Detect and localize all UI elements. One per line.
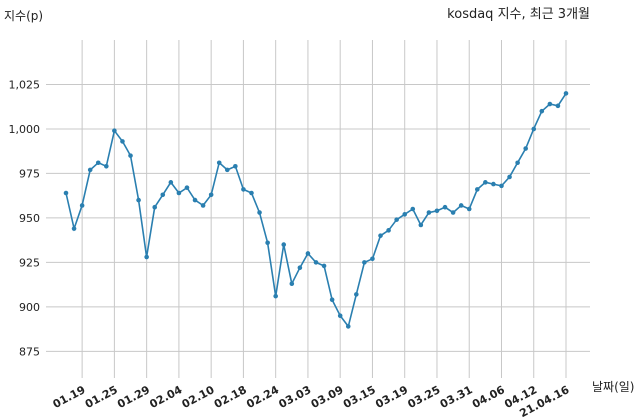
- x-tick-label: 02.04: [147, 383, 184, 411]
- data-point: [362, 260, 367, 265]
- data-point: [224, 167, 230, 173]
- data-point: [297, 265, 303, 271]
- data-point: [499, 183, 504, 189]
- data-point: [265, 240, 270, 246]
- data-point: [112, 128, 117, 134]
- data-point: [418, 222, 424, 228]
- x-axis-label: 날짜(일): [592, 380, 634, 394]
- data-point: [160, 192, 166, 198]
- data-point: [216, 160, 222, 166]
- x-tick-label: 03.19: [373, 383, 410, 411]
- data-point: [104, 164, 109, 169]
- data-point: [531, 126, 537, 132]
- x-tick-label: 03.09: [309, 383, 346, 411]
- data-point: [305, 251, 311, 256]
- data-point: [176, 190, 182, 196]
- data-point: [168, 180, 174, 185]
- data-point: [386, 228, 391, 233]
- chart-title: kosdaq 지수, 최근 3개월: [447, 7, 590, 22]
- data-point: [87, 167, 93, 173]
- data-point: [321, 263, 327, 269]
- data-point: [95, 160, 101, 166]
- data-point: [555, 103, 561, 109]
- data-point: [515, 160, 520, 166]
- data-point: [71, 226, 77, 231]
- x-axis-ticks: 01.1901.2501.2902.0402.1002.1802.2403.03…: [51, 383, 572, 418]
- data-point: [539, 108, 545, 114]
- data-point: [523, 146, 528, 151]
- data-point: [450, 210, 456, 215]
- x-tick-label: 03.25: [406, 383, 443, 411]
- y-tick-label: 925: [19, 256, 40, 269]
- data-point: [563, 91, 569, 96]
- data-point: [233, 164, 238, 169]
- data-point: [458, 203, 464, 208]
- data-point: [192, 197, 198, 203]
- data-point: [402, 212, 408, 217]
- data-point: [354, 292, 359, 297]
- data-point: [474, 187, 480, 192]
- data-point: [289, 281, 295, 287]
- data-point: [547, 101, 553, 107]
- data-point: [337, 313, 343, 319]
- data-point: [208, 192, 214, 198]
- data-point: [370, 256, 375, 262]
- y-axis-ticks: 875 900 925 950 975 1,000 1,025: [9, 78, 41, 358]
- data-point: [79, 203, 85, 208]
- data-point: [491, 181, 496, 187]
- y-tick-label: 1,025: [9, 78, 41, 91]
- data-point: [442, 204, 448, 210]
- series-line: [65, 92, 567, 329]
- data-point: [394, 217, 399, 222]
- data-point: [466, 206, 472, 212]
- x-tick-label: 01.25: [83, 383, 120, 411]
- data-point: [144, 254, 149, 260]
- data-point: [249, 190, 254, 196]
- data-point: [313, 260, 319, 265]
- data-point: [507, 174, 512, 180]
- data-point: [184, 185, 190, 190]
- data-point: [120, 139, 125, 144]
- x-tick-label: 03.31: [438, 383, 475, 411]
- data-point: [128, 153, 133, 158]
- x-tick-label: 01.19: [51, 383, 88, 411]
- data-point: [329, 297, 335, 303]
- x-tick-label: 03.03: [277, 383, 314, 411]
- data-point: [63, 190, 69, 196]
- data-point: [273, 293, 278, 299]
- x-tick-label: 02.24: [244, 383, 281, 411]
- y-tick-label: 975: [19, 167, 40, 180]
- y-axis-label: 지수(p): [4, 9, 43, 23]
- data-point: [483, 180, 488, 185]
- data-point: [136, 197, 141, 203]
- data-point: [434, 208, 440, 214]
- x-tick-label: 02.18: [212, 383, 249, 411]
- data-point: [257, 210, 262, 215]
- x-tick-label: 04.06: [470, 383, 507, 411]
- data-point: [200, 203, 206, 208]
- y-tick-label: 900: [19, 301, 40, 314]
- x-tick-label: 02.10: [180, 383, 217, 411]
- data-point: [345, 324, 351, 329]
- data-point: [378, 233, 383, 238]
- y-tick-label: 875: [19, 345, 40, 358]
- data-point: [281, 242, 287, 247]
- data-point: [410, 206, 416, 212]
- x-tick-label: 01.29: [115, 383, 152, 411]
- data-point: [152, 204, 158, 210]
- x-tick-label: 03.15: [341, 383, 378, 411]
- data-point: [241, 187, 246, 192]
- data-point: [426, 210, 432, 215]
- y-tick-label: 950: [19, 212, 40, 225]
- data-series: [63, 91, 569, 329]
- grid-lines: [46, 40, 590, 378]
- y-tick-label: 1,000: [9, 123, 41, 136]
